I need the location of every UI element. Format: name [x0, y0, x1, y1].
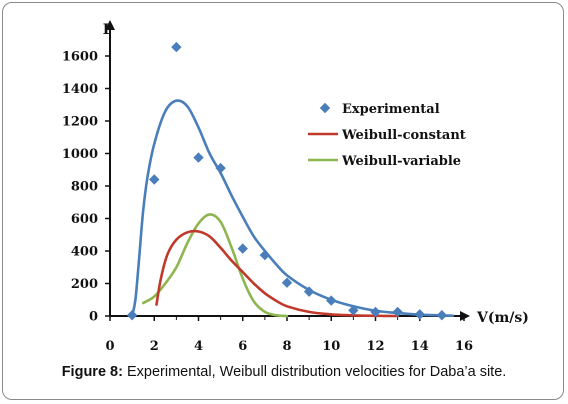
data-point — [237, 243, 248, 254]
figure-caption: Figure 8: Experimental, Weibull distribu… — [0, 364, 568, 380]
y-tick-label: 1200 — [62, 115, 98, 130]
x-axis-arrow — [460, 311, 470, 321]
data-point — [436, 309, 448, 321]
data-point — [370, 306, 381, 318]
y-axis-arrow — [105, 20, 115, 30]
x-tick-label: 14 — [411, 339, 429, 354]
y-tick-label: 1600 — [62, 50, 98, 65]
data-point — [414, 309, 425, 320]
caption-label: Figure 8: — [61, 364, 123, 380]
data-point — [259, 249, 271, 261]
x-tick-label: 16 — [455, 339, 473, 354]
series-line-weibull-constant — [155, 229, 399, 318]
data-point — [281, 277, 293, 288]
series-line-weibull-variable — [141, 213, 289, 318]
data-point — [392, 306, 403, 318]
data-point — [303, 286, 315, 297]
data-point — [193, 152, 204, 163]
x-tick-label: 8 — [282, 339, 291, 354]
x-tick-label: 12 — [366, 339, 384, 354]
x-tick-label: 6 — [238, 339, 247, 354]
data-point — [348, 305, 359, 316]
legend-marker-experimental — [319, 102, 331, 114]
data-point — [149, 174, 160, 185]
legend-label-weibull-constant: Weibull-constant — [341, 128, 466, 143]
y-tick-label: 0 — [89, 310, 98, 325]
legend-label-experimental: Experimental — [342, 102, 440, 117]
x-tick-label: 4 — [194, 339, 203, 354]
x-axis-title: V(m/s) — [476, 310, 529, 326]
y-tick-label: 800 — [71, 180, 98, 195]
markers — [126, 41, 448, 321]
axes: 0 200 400 600 800 1000 1200 1400 1600 0 2 4 6 8 10 12 14… — [62, 20, 529, 354]
legend-label-weibull-variable: Weibull-variable — [341, 154, 461, 169]
y-tick-label: 1000 — [62, 147, 98, 162]
caption-text: Experimental, Weibull distribution veloc… — [122, 364, 507, 380]
chart: 0 200 400 600 800 1000 1200 1400 1600 0 2 4 6 8 10 12 14… — [62, 20, 529, 354]
y-tick-label: 400 — [71, 245, 98, 260]
y-tick-label: 200 — [71, 277, 98, 292]
data-point — [326, 295, 337, 306]
x-tick-label: 2 — [150, 339, 159, 354]
x-tick-label: 10 — [322, 339, 340, 354]
figure-frame — [2, 2, 564, 400]
x-tick-label: 0 — [105, 339, 114, 354]
data-point — [171, 41, 182, 53]
data-point — [126, 309, 138, 321]
data-point — [215, 162, 226, 174]
y-axis-title: P — [103, 22, 114, 38]
y-tick-label: 600 — [71, 212, 98, 227]
legend: Experimental Weibull-constant Weibull-vari… — [308, 102, 466, 169]
y-tick-label: 1400 — [62, 82, 98, 97]
